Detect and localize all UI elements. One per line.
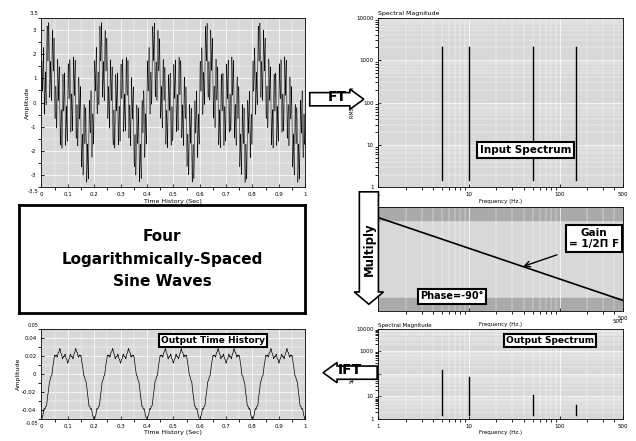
- Text: -3.5: -3.5: [28, 189, 39, 194]
- Text: Input Spectrum: Input Spectrum: [480, 145, 571, 155]
- Bar: [378, 299, 623, 311]
- Y-axis label: Gain: Gain: [372, 254, 377, 265]
- X-axis label: Frequency (Hz.): Frequency (Hz.): [480, 322, 522, 327]
- Text: -0.05: -0.05: [26, 421, 39, 426]
- Text: Phase=-90°: Phase=-90°: [420, 292, 483, 301]
- Text: 3.5: 3.5: [30, 11, 39, 16]
- Text: FT: FT: [328, 90, 347, 104]
- Text: Multiply: Multiply: [363, 222, 375, 276]
- Y-axis label: Amplitude: Amplitude: [25, 86, 30, 119]
- Text: IFT: IFT: [338, 363, 362, 377]
- Text: 0.05: 0.05: [28, 323, 39, 328]
- X-axis label: Frequency (Hz.): Frequency (Hz.): [480, 199, 522, 204]
- X-axis label: Time History (Sec): Time History (Sec): [144, 199, 202, 204]
- Text: Four
Logarithmically-Spaced
Sine Waves: Four Logarithmically-Spaced Sine Waves: [62, 229, 263, 289]
- Text: Gain
= 1/2Π F: Gain = 1/2Π F: [569, 228, 619, 249]
- Text: 500: 500: [612, 319, 623, 324]
- X-axis label: Frequency (Hz.): Frequency (Hz.): [480, 430, 522, 435]
- X-axis label: Time History (Sec): Time History (Sec): [144, 430, 202, 435]
- Text: Spectral Magnitude: Spectral Magnitude: [378, 11, 440, 16]
- Y-axis label: Amplitude: Amplitude: [16, 358, 21, 390]
- Y-axis label: Spectra: Spectra: [350, 364, 355, 383]
- Bar: [378, 207, 623, 220]
- Text: Output Spectrum: Output Spectrum: [506, 336, 594, 345]
- Y-axis label: RMS Spectra: RMS Spectra: [350, 87, 355, 118]
- Text: Output Time History: Output Time History: [161, 336, 265, 345]
- Text: Spectral Magnitude: Spectral Magnitude: [378, 323, 432, 328]
